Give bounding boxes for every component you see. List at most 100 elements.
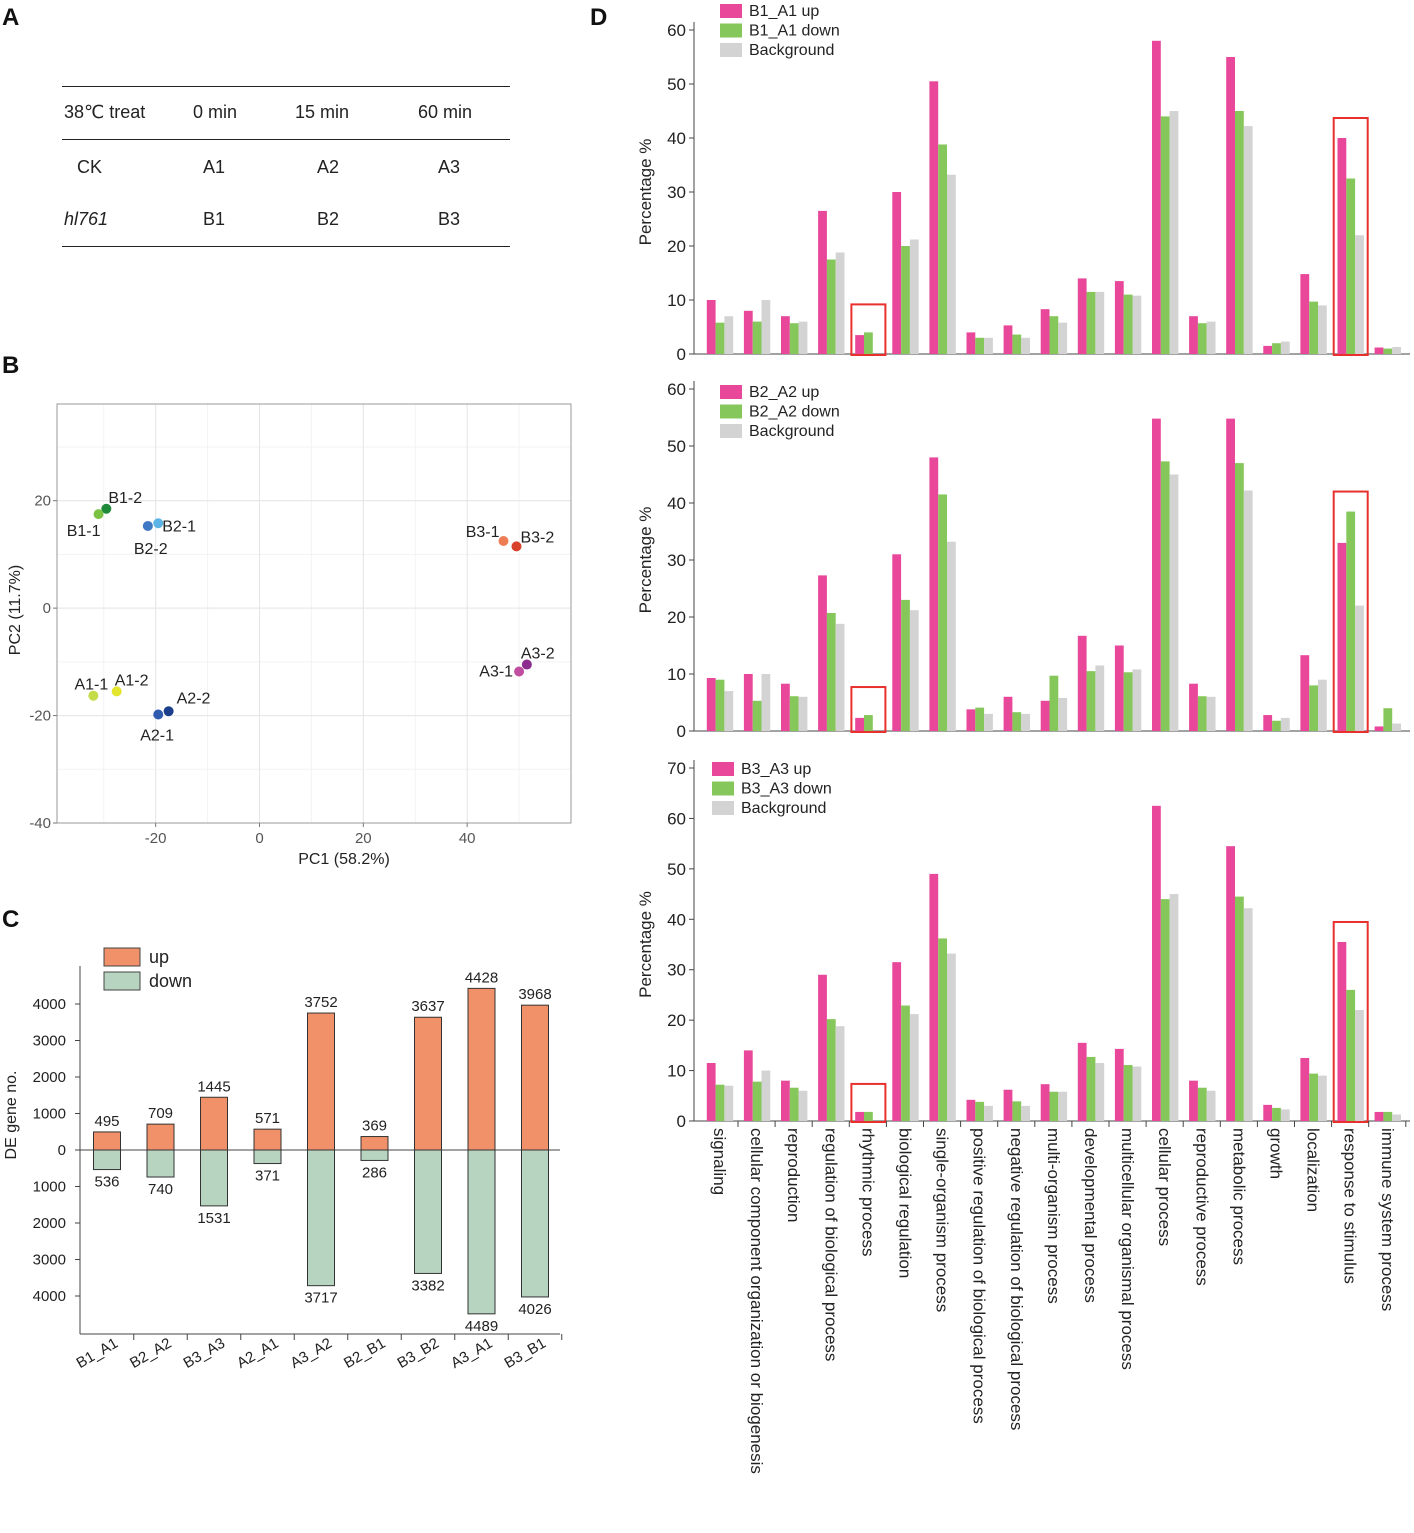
panel-label-b: B [2, 352, 20, 379]
go-bar [789, 323, 799, 354]
de-value-label-down: 4026 [518, 1301, 551, 1318]
go-bar [835, 252, 845, 354]
table-rule-bottom [62, 246, 510, 247]
go-bar [1077, 635, 1087, 731]
go-bar [1309, 1073, 1318, 1121]
go-bar [1040, 309, 1050, 354]
go-highlight-box [850, 686, 887, 733]
go-bar [715, 679, 725, 731]
de-value-label-up: 495 [94, 1113, 119, 1130]
table-cell: A1 [203, 157, 226, 177]
go-legend-swatch [712, 762, 734, 776]
go-bar [1049, 675, 1059, 731]
go-bar [715, 322, 725, 354]
go-category-label: negative regulation of biological proces… [1007, 1128, 1026, 1430]
go-bar [1235, 463, 1244, 731]
go-bar [1169, 474, 1179, 731]
go-bar [1383, 708, 1393, 731]
de-bar-down [414, 1149, 442, 1274]
go-bar [724, 691, 734, 731]
go-bar [1077, 278, 1087, 354]
go-bar [835, 1026, 845, 1121]
go-legend-label: B1_A1 up [749, 3, 819, 20]
go-bar [1300, 1057, 1310, 1121]
go-bar [901, 599, 910, 731]
pca-point [521, 659, 532, 670]
go-category-label: multi-organism process [1044, 1128, 1063, 1304]
go-bar [929, 81, 939, 355]
go-y-axis-label: Percentage % [636, 507, 655, 614]
pca-x-tick-label: -20 [145, 830, 167, 847]
go-bar [864, 332, 873, 354]
pca-point [111, 686, 122, 697]
de-y-tick-label: 4000 [33, 996, 66, 1013]
go-bar [938, 494, 947, 731]
go-bar [1243, 908, 1253, 1121]
go-bar [1280, 717, 1290, 731]
go-legend-label: B3_A3 up [741, 761, 811, 778]
de-x-tick-label: B2_A2 [127, 1335, 175, 1372]
go-bar [966, 709, 976, 731]
go-bar [1355, 1010, 1364, 1121]
go-bar [947, 953, 956, 1121]
go-bar [1309, 301, 1318, 354]
go-bar [826, 1019, 836, 1121]
de-y-tick-label: 4000 [33, 1288, 66, 1305]
go-category-label: cellular process [1155, 1128, 1174, 1246]
go-bar [798, 696, 808, 731]
de-value-label-down: 4489 [465, 1318, 498, 1335]
go-bar [855, 717, 864, 731]
pca-x-tick-label: 40 [459, 830, 476, 847]
pca-point-label: A1-2 [115, 672, 149, 689]
pca-point [511, 541, 522, 552]
go-bar [1021, 1105, 1030, 1121]
go-bar [724, 316, 734, 354]
go-bar [947, 541, 956, 731]
go-bar [798, 1090, 808, 1121]
go-bar [1206, 696, 1216, 731]
go-bar [1337, 138, 1347, 354]
go-bar [1197, 696, 1207, 731]
go-bar [1374, 347, 1384, 354]
go-y-tick-label: 10 [667, 291, 686, 310]
go-bar [1300, 655, 1310, 731]
go-y-tick-label: 0 [677, 1112, 686, 1131]
go-bar [1346, 178, 1356, 354]
go-bar [1012, 712, 1022, 731]
de-value-label-down: 371 [255, 1168, 280, 1185]
go-bar [1114, 645, 1124, 731]
go-bar [818, 210, 827, 354]
go-y-tick-label: 20 [667, 1011, 686, 1030]
go-bar [1383, 348, 1393, 354]
pca-point-label: B2-2 [134, 541, 168, 558]
go-y-tick-label: 0 [677, 345, 686, 364]
go-highlight-box [850, 1082, 887, 1123]
go-bar [892, 192, 902, 354]
go-bar [1383, 1111, 1393, 1121]
go-y-tick-label: 20 [667, 237, 686, 256]
go-y-tick-label: 60 [667, 809, 686, 828]
pca-y-axis-label: PC2 (11.7%) [7, 565, 24, 655]
de-x-tick-label: B3_B1 [501, 1335, 549, 1372]
de-bar-down [307, 1149, 335, 1287]
go-category-label: localization [1304, 1128, 1323, 1212]
go-bar [743, 310, 753, 354]
de-legend-swatch-up [103, 947, 141, 967]
go-y-tick-label: 10 [667, 665, 686, 684]
de-y-tick-label: 1000 [33, 1179, 66, 1196]
go-bar [966, 1099, 976, 1121]
go-category-label: positive regulation of biological proces… [970, 1128, 989, 1424]
pca-point-label: B3-2 [520, 529, 554, 546]
go-bar [1280, 341, 1290, 354]
de-value-label-up: 369 [362, 1118, 387, 1135]
go-bar [706, 300, 716, 354]
go-bar [1058, 322, 1068, 354]
go-bar [1049, 1091, 1059, 1121]
go-category-label: biological regulation [896, 1128, 915, 1278]
de-bar-up [200, 1096, 228, 1151]
go-y-tick-label: 50 [667, 75, 686, 94]
go-bar [984, 713, 993, 731]
de-x-tick-label: A2_A1 [234, 1335, 282, 1372]
de-y-tick-label: 1000 [33, 1106, 66, 1123]
